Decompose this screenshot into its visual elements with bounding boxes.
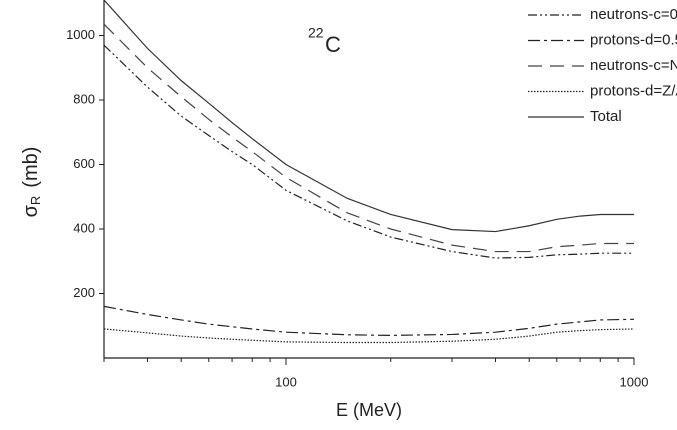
x-tick-label: 100	[275, 374, 297, 389]
y-label-subscript: R	[28, 196, 43, 205]
legend-label: protons-d=Z/A	[590, 82, 677, 99]
series-line	[103, 305, 635, 337]
series-line	[103, 0, 634, 233]
annotation-superscript: 22	[308, 25, 324, 41]
y-label-unit: (mb)	[20, 147, 42, 188]
y-tick-label: 800	[73, 91, 95, 106]
legend-label: protons-d=0.5	[590, 31, 677, 48]
legend-label: neutrons-c=0.5	[590, 6, 677, 23]
legend-label: neutrons-c=N/A	[590, 57, 677, 74]
y-tick-label: 400	[73, 220, 95, 235]
y-tick-label: 200	[73, 285, 95, 300]
series-line	[103, 328, 635, 344]
legend-label: Total	[590, 108, 622, 125]
annotation: C	[325, 32, 341, 57]
y-tick-label: 600	[73, 156, 95, 171]
x-tick-label: 1000	[620, 374, 649, 389]
series-line	[103, 44, 634, 259]
x-axis-label: E (MeV)	[336, 400, 402, 420]
series-line	[103, 23, 634, 253]
y-axis-label: σR (mb)	[20, 147, 43, 218]
y-label-symbol: σ	[20, 204, 42, 217]
y-tick-label: 1000	[66, 27, 95, 42]
